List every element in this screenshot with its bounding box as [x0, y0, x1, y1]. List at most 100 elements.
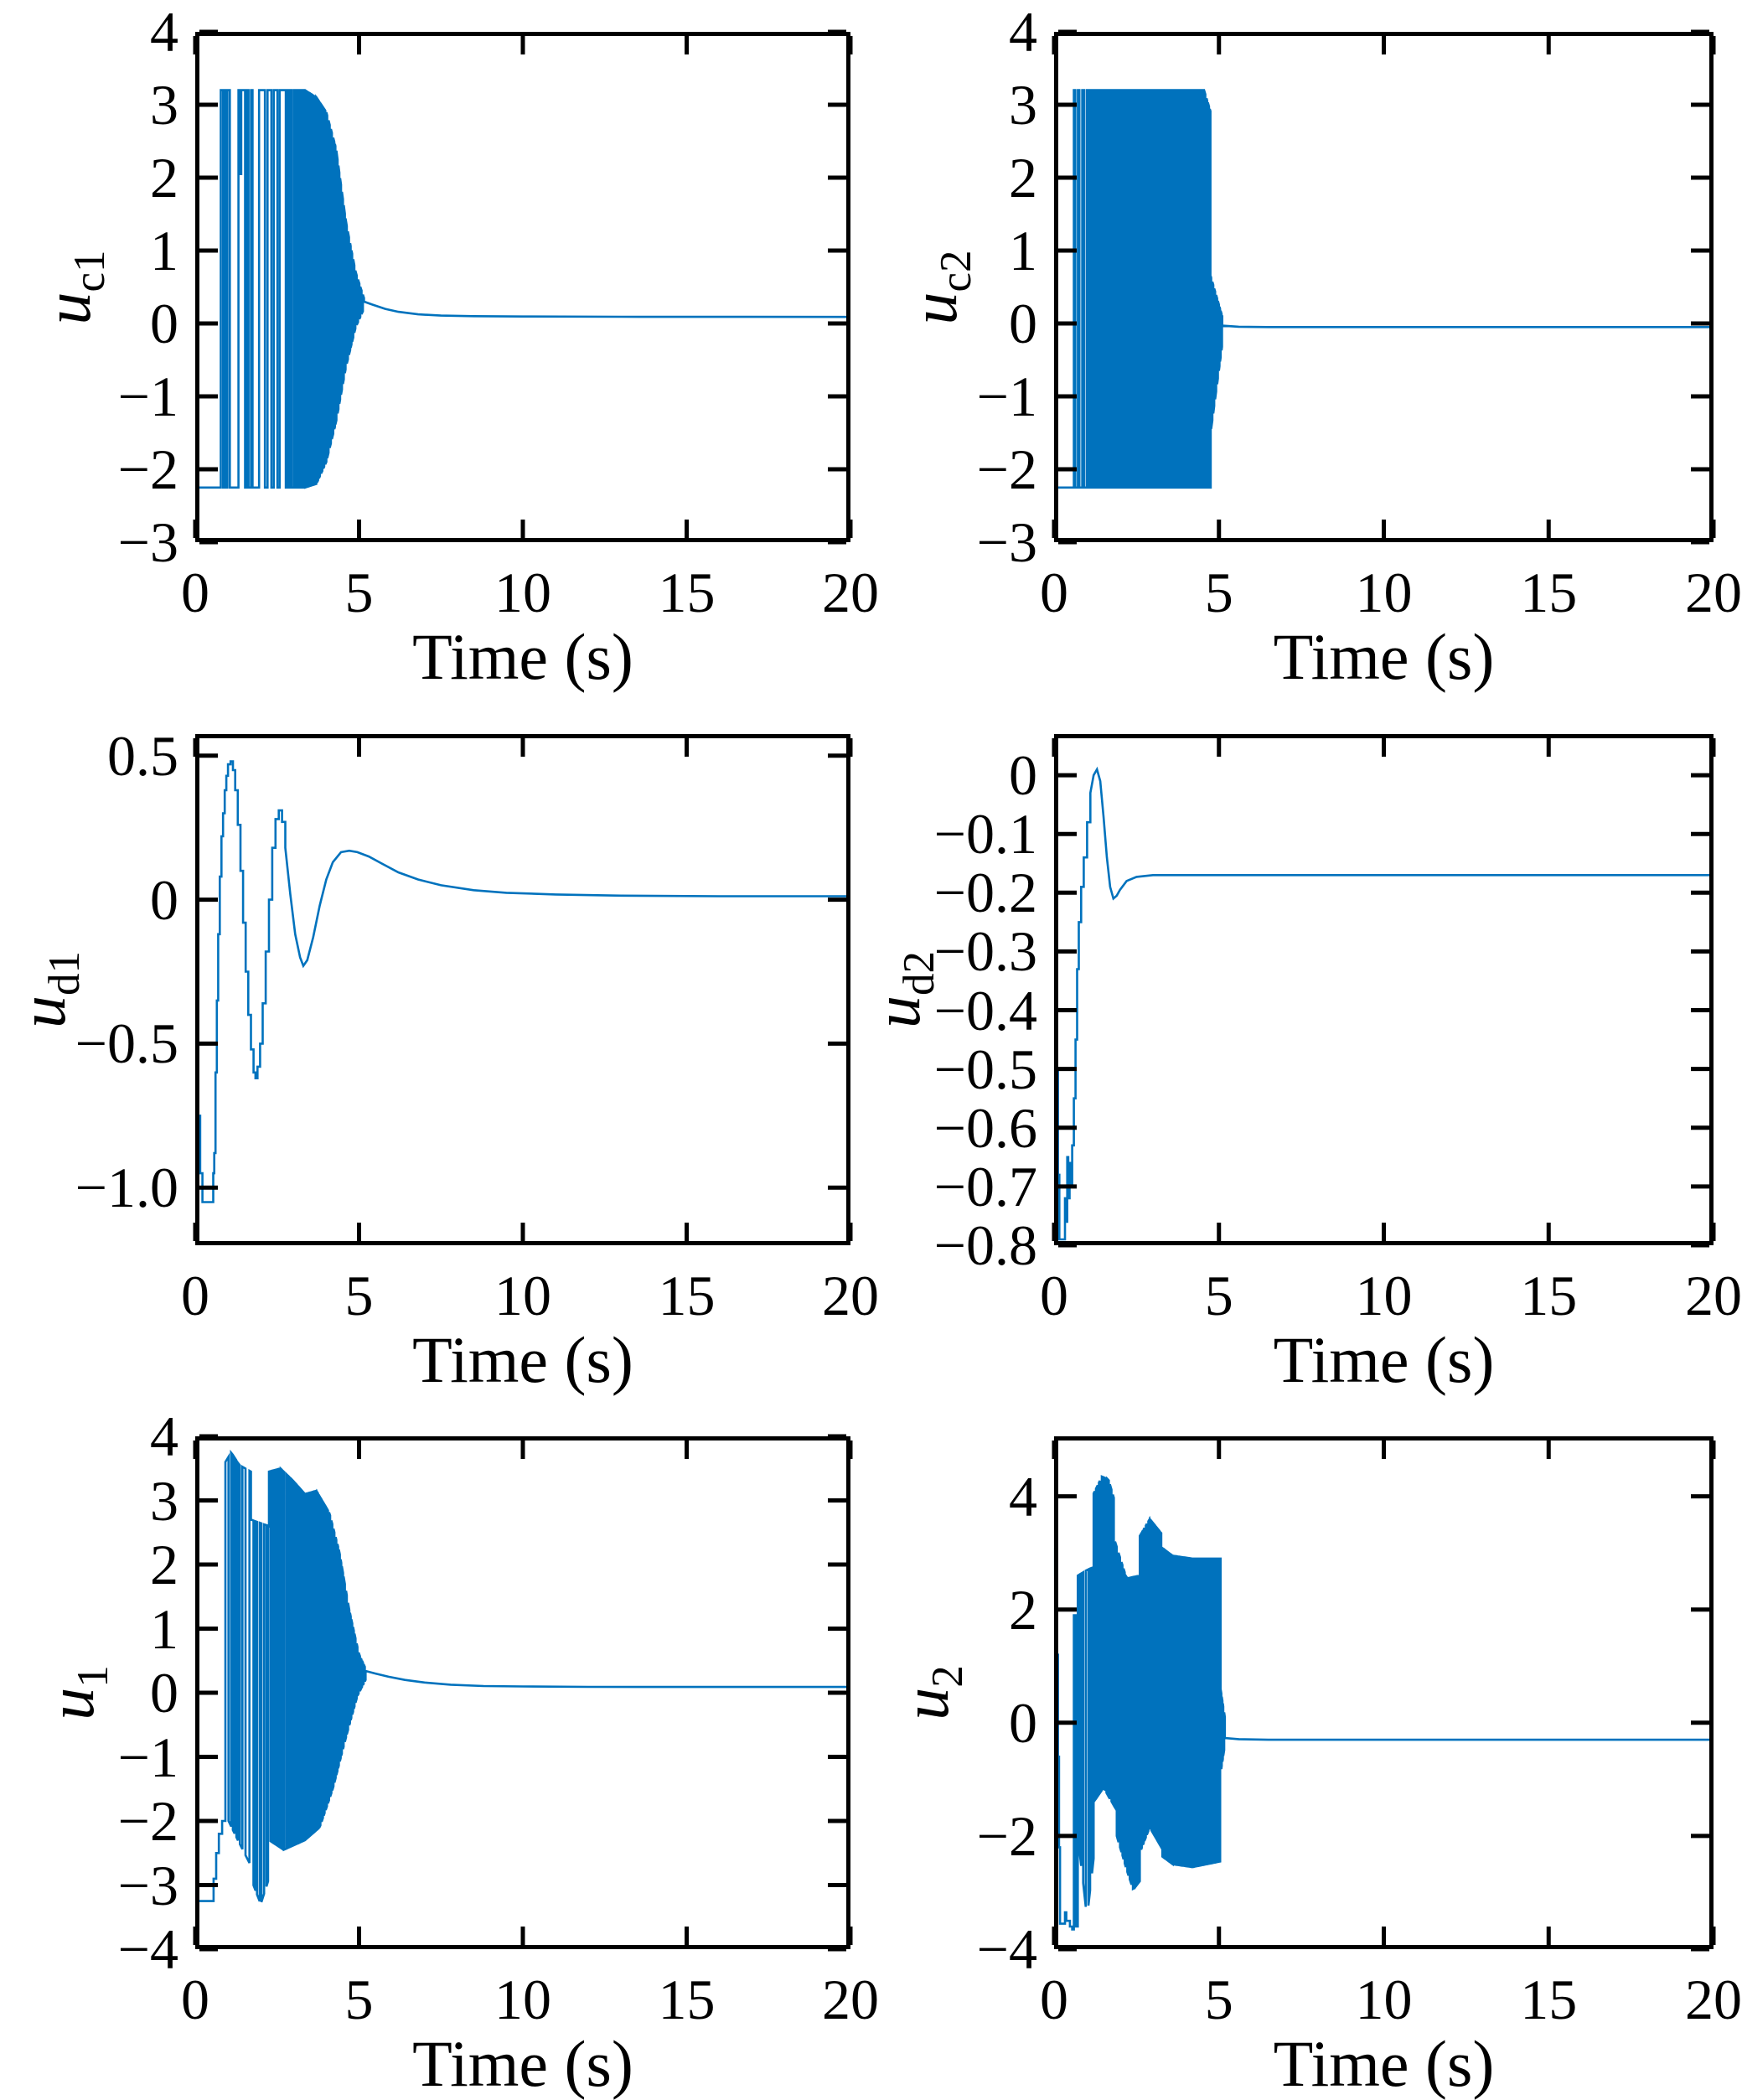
y-tick-label: −0.5 — [933, 1037, 1037, 1101]
y-tick-label: −0.6 — [933, 1095, 1037, 1160]
x-tick-label: 0 — [181, 1968, 209, 2031]
y-tick-label: −0.1 — [933, 802, 1037, 866]
ylabel-base: u — [889, 1687, 963, 1720]
y-tick-label: −0.2 — [933, 861, 1037, 925]
y-tick-label: 0 — [150, 1661, 178, 1725]
y-tick-label: 0 — [1009, 1690, 1037, 1755]
y-tick-label: 0.5 — [107, 723, 178, 788]
x-tick-label: 0 — [1040, 561, 1068, 624]
plot-u-d1 — [193, 734, 853, 1245]
panel-u-c1: uc1 Time (s) 0 5 10 15 20 4 3 2 1 0 −1 −2 −3 — [31, 3, 879, 690]
x-tick-label: 0 — [181, 561, 209, 624]
y-tick-label: 3 — [1009, 73, 1037, 137]
x-tick-label: 10 — [1355, 1968, 1413, 2031]
y-tick-label: −2 — [976, 437, 1037, 501]
x-tick-label: 20 — [822, 1264, 879, 1327]
ylabel-subscript: c1 — [65, 249, 114, 292]
y-tick-label: 1 — [150, 1596, 178, 1661]
y-tick-label: −3 — [976, 510, 1037, 574]
plot-u-c2 — [1052, 29, 1716, 545]
ylabel-subscript: c2 — [931, 249, 980, 292]
y-axis-label-u-c2: uc2 — [897, 249, 980, 324]
ylabel-base: u — [6, 996, 80, 1029]
x-tick-label: 15 — [1520, 1968, 1578, 2031]
y-axis-label-u-c1: uc1 — [31, 249, 114, 324]
x-axis-label-u-c1: Time (s) — [412, 620, 633, 693]
y-tick-label: 2 — [1009, 146, 1037, 209]
x-tick-label: 10 — [494, 1968, 551, 2031]
ylabel-base: u — [861, 996, 934, 1029]
y-tick-label: 4 — [150, 0, 178, 64]
x-tick-label: 15 — [658, 561, 716, 624]
plot-u-2 — [1052, 1436, 1716, 1952]
x-tick-label: 10 — [494, 561, 551, 624]
x-tick-label: 20 — [1685, 1264, 1742, 1327]
y-tick-label: 3 — [150, 1468, 178, 1533]
x-tick-label: 15 — [1520, 1264, 1578, 1327]
y-tick-label: 2 — [150, 146, 178, 209]
y-tick-label: −0.5 — [75, 1011, 178, 1076]
y-tick-label: 4 — [1009, 0, 1037, 64]
y-tick-label: 3 — [150, 73, 178, 137]
x-axis-label-u-1: Time (s) — [412, 2027, 633, 2100]
plot-u-1 — [193, 1434, 853, 1952]
x-tick-label: 15 — [658, 1968, 716, 2031]
y-tick-label: −0.8 — [933, 1213, 1037, 1277]
x-axis-label-u-c2: Time (s) — [1273, 620, 1495, 693]
x-tick-label: 20 — [1685, 1968, 1742, 2031]
panel-u-d1: ud1 Time (s) 0 5 10 15 20 0.5 0 −0.5 −1.0 — [6, 727, 879, 1393]
ylabel-subscript: 1 — [68, 1665, 117, 1688]
x-tick-label: 20 — [1685, 561, 1742, 624]
y-tick-label: −2 — [976, 1803, 1037, 1868]
x-tick-label: 5 — [1204, 1968, 1233, 2031]
x-tick-label: 10 — [1355, 1264, 1413, 1327]
y-tick-label: 2 — [150, 1533, 178, 1596]
plot-u-d2 — [1052, 734, 1716, 1248]
ylabel-base: u — [34, 1687, 108, 1720]
y-tick-label: −4 — [976, 1917, 1037, 1981]
panel-u-2: u2 Time (s) 0 5 10 15 20 4 2 0 −2 −4 — [889, 1436, 1742, 2097]
x-tick-label: 15 — [658, 1264, 716, 1327]
x-tick-label: 15 — [1520, 561, 1578, 624]
y-tick-label: −1 — [117, 365, 178, 428]
x-tick-label: 5 — [344, 1968, 374, 2031]
y-axis-label-u-2: u2 — [889, 1665, 972, 1720]
x-tick-label: 20 — [822, 561, 879, 624]
x-tick-label: 5 — [344, 1264, 374, 1327]
x-tick-label: 0 — [1040, 1968, 1068, 2031]
x-tick-label: 20 — [822, 1968, 879, 2031]
y-tick-label: 4 — [150, 1404, 178, 1468]
x-tick-label: 0 — [181, 1264, 209, 1327]
y-tick-label: 1 — [150, 219, 178, 282]
x-tick-label: 5 — [1204, 1264, 1233, 1327]
y-tick-label: −2 — [117, 1789, 178, 1853]
y-tick-label: −0.3 — [933, 919, 1037, 984]
y-tick-label: −1 — [117, 1725, 178, 1789]
panel-u-1: u1 Time (s) 0 5 10 15 20 4 3 2 1 0 −1 −2 −3 −4 — [34, 1408, 879, 2097]
y-tick-label: 0 — [150, 867, 178, 932]
x-axis-label-u-2: Time (s) — [1273, 2027, 1495, 2100]
y-tick-label: 2 — [1009, 1577, 1037, 1642]
y-tick-label: 0 — [1009, 292, 1037, 355]
y-axis-label-u-1: u1 — [34, 1665, 117, 1720]
y-tick-label: −0.7 — [933, 1154, 1037, 1218]
y-tick-label: −2 — [117, 437, 178, 501]
y-tick-label: 4 — [1009, 1464, 1037, 1528]
x-axis-label-u-d1: Time (s) — [412, 1323, 633, 1396]
x-tick-label: 5 — [1204, 561, 1233, 624]
y-tick-label: −1.0 — [75, 1156, 178, 1220]
ylabel-base: u — [31, 292, 105, 325]
y-tick-label: 1 — [1009, 219, 1037, 282]
x-tick-label: 5 — [344, 561, 374, 624]
y-tick-label: 0 — [150, 292, 178, 355]
y-tick-label: −3 — [117, 510, 178, 574]
ylabel-subscript: d1 — [39, 950, 89, 996]
y-axis-label-u-d2: ud2 — [861, 951, 943, 1028]
x-tick-label: 0 — [1040, 1264, 1068, 1327]
y-tick-label: −4 — [117, 1917, 178, 1981]
y-tick-label: −0.4 — [933, 978, 1037, 1042]
ylabel-subscript: 2 — [923, 1665, 972, 1688]
ylabel-base: u — [897, 292, 971, 325]
panel-u-d2: ud2 Time (s) 0 5 10 15 20 0 −0.1 −0.2 −0.3 −0.4 −0… — [861, 734, 1742, 1393]
